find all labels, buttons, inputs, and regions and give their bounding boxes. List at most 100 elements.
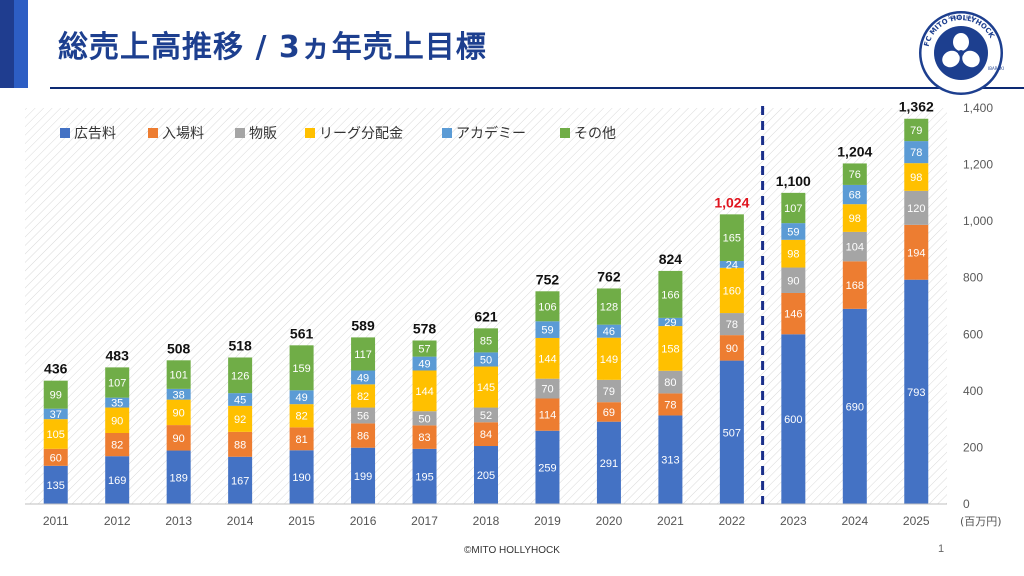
data-label: 82 — [111, 440, 123, 452]
bar-segment — [289, 450, 314, 504]
data-label: 90 — [726, 343, 738, 355]
bar-segment — [904, 163, 929, 191]
bar-segment — [842, 261, 867, 309]
bar-segment — [658, 326, 683, 371]
bar-segment — [351, 407, 376, 424]
bar-segment — [596, 421, 621, 504]
bar-segment — [535, 321, 560, 338]
y-tick-label: 600 — [963, 327, 983, 341]
data-label: 166 — [661, 289, 679, 301]
data-label: 79 — [603, 386, 615, 398]
bar-segment — [351, 370, 376, 385]
data-label: 195 — [415, 471, 433, 483]
data-label: 82 — [295, 411, 307, 423]
legend-label: リーグ分配金 — [319, 126, 403, 142]
bar-segment — [351, 447, 376, 504]
data-label: 90 — [111, 415, 123, 427]
data-label: 78 — [664, 399, 676, 411]
data-label: 98 — [910, 172, 922, 184]
y-tick-label: 800 — [963, 271, 983, 285]
bar-segment — [105, 367, 130, 398]
total-label: 1,204 — [837, 143, 872, 159]
total-label: 621 — [474, 308, 498, 324]
bar-segment — [474, 328, 498, 353]
bar-segment — [166, 388, 191, 400]
data-label: 126 — [231, 370, 249, 382]
bar-segment — [719, 335, 744, 361]
bar-segment — [43, 465, 68, 504]
x-tick-label: 2017 — [411, 514, 438, 528]
bar-segment — [289, 390, 314, 405]
data-label: 313 — [661, 455, 679, 467]
data-label: 205 — [477, 470, 495, 482]
data-label: 101 — [169, 370, 187, 382]
bar-segment — [474, 422, 498, 447]
data-label: 291 — [600, 458, 618, 470]
data-label: 107 — [784, 203, 802, 215]
x-tick-label: 2025 — [903, 514, 930, 528]
total-label: 578 — [413, 321, 437, 337]
data-label: 145 — [477, 382, 495, 394]
bar-segment — [596, 402, 621, 422]
bar-segment — [781, 267, 806, 293]
chart-legend: 広告料 入場料 物販 リーグ分配金 アカデミー その他 — [60, 125, 616, 142]
bar-segment — [105, 456, 130, 504]
data-label: 78 — [726, 319, 738, 331]
bar-segment — [719, 261, 744, 268]
data-label: 24 — [726, 259, 738, 271]
data-label: 78 — [910, 147, 922, 159]
legend-swatch — [148, 128, 158, 138]
data-label: 79 — [910, 125, 922, 137]
data-label: 46 — [603, 326, 615, 338]
data-label: 90 — [173, 407, 185, 419]
total-label: 561 — [290, 325, 314, 341]
x-tick-label: 2021 — [657, 514, 684, 528]
total-label: 752 — [536, 271, 560, 287]
y-axis: 0 200 400 600 800 1,000 1,200 1,400 — [963, 101, 993, 511]
title-accent-light — [14, 0, 28, 88]
bar-segment — [904, 190, 929, 225]
data-label: 159 — [292, 363, 310, 375]
data-label: 158 — [661, 343, 679, 355]
bar-segment — [43, 380, 68, 409]
data-label: 98 — [787, 249, 799, 261]
bar-segment — [781, 334, 806, 504]
club-logo: FC MITO HOLLYHOCK SINCE 1994 IBARAKI — [919, 11, 1004, 95]
data-label: 84 — [480, 429, 492, 441]
data-label: 59 — [787, 226, 799, 238]
data-label: 793 — [907, 387, 925, 399]
data-label: 38 — [173, 389, 185, 401]
bar-segment — [412, 370, 437, 412]
bar-segment — [658, 317, 683, 327]
total-label: 589 — [351, 317, 375, 333]
data-label: 85 — [480, 335, 492, 347]
x-tick-label: 2020 — [596, 514, 623, 528]
data-label: 144 — [538, 353, 556, 365]
data-label: 90 — [787, 275, 799, 287]
data-label: 90 — [173, 433, 185, 445]
bar-segment — [719, 313, 744, 336]
data-label: 690 — [846, 401, 864, 413]
data-label: 600 — [784, 414, 802, 426]
title-accent-dark — [0, 0, 14, 88]
bar-segment — [904, 141, 929, 164]
bar-segment — [105, 397, 130, 408]
data-label: 86 — [357, 431, 369, 443]
y-axis-unit-label: (百万円) — [960, 515, 1002, 528]
title-underline — [50, 87, 1024, 89]
bar-segment — [166, 425, 191, 451]
legend-swatch — [442, 128, 452, 138]
footer-copyright: ©MITO HOLLYHOCK — [464, 545, 560, 556]
bar-segment — [535, 337, 560, 379]
bar-segment — [719, 214, 744, 262]
legend-label: その他 — [574, 126, 616, 142]
total-label: 1,100 — [776, 173, 811, 189]
bar-segment — [351, 384, 376, 408]
data-label: 128 — [600, 302, 618, 314]
legend-label: 物販 — [249, 126, 277, 142]
bar-segment — [781, 239, 806, 268]
bar-segment — [43, 408, 68, 420]
bar-segment — [842, 163, 867, 185]
bar-segment — [658, 393, 683, 416]
legend-label: 入場料 — [162, 126, 204, 142]
